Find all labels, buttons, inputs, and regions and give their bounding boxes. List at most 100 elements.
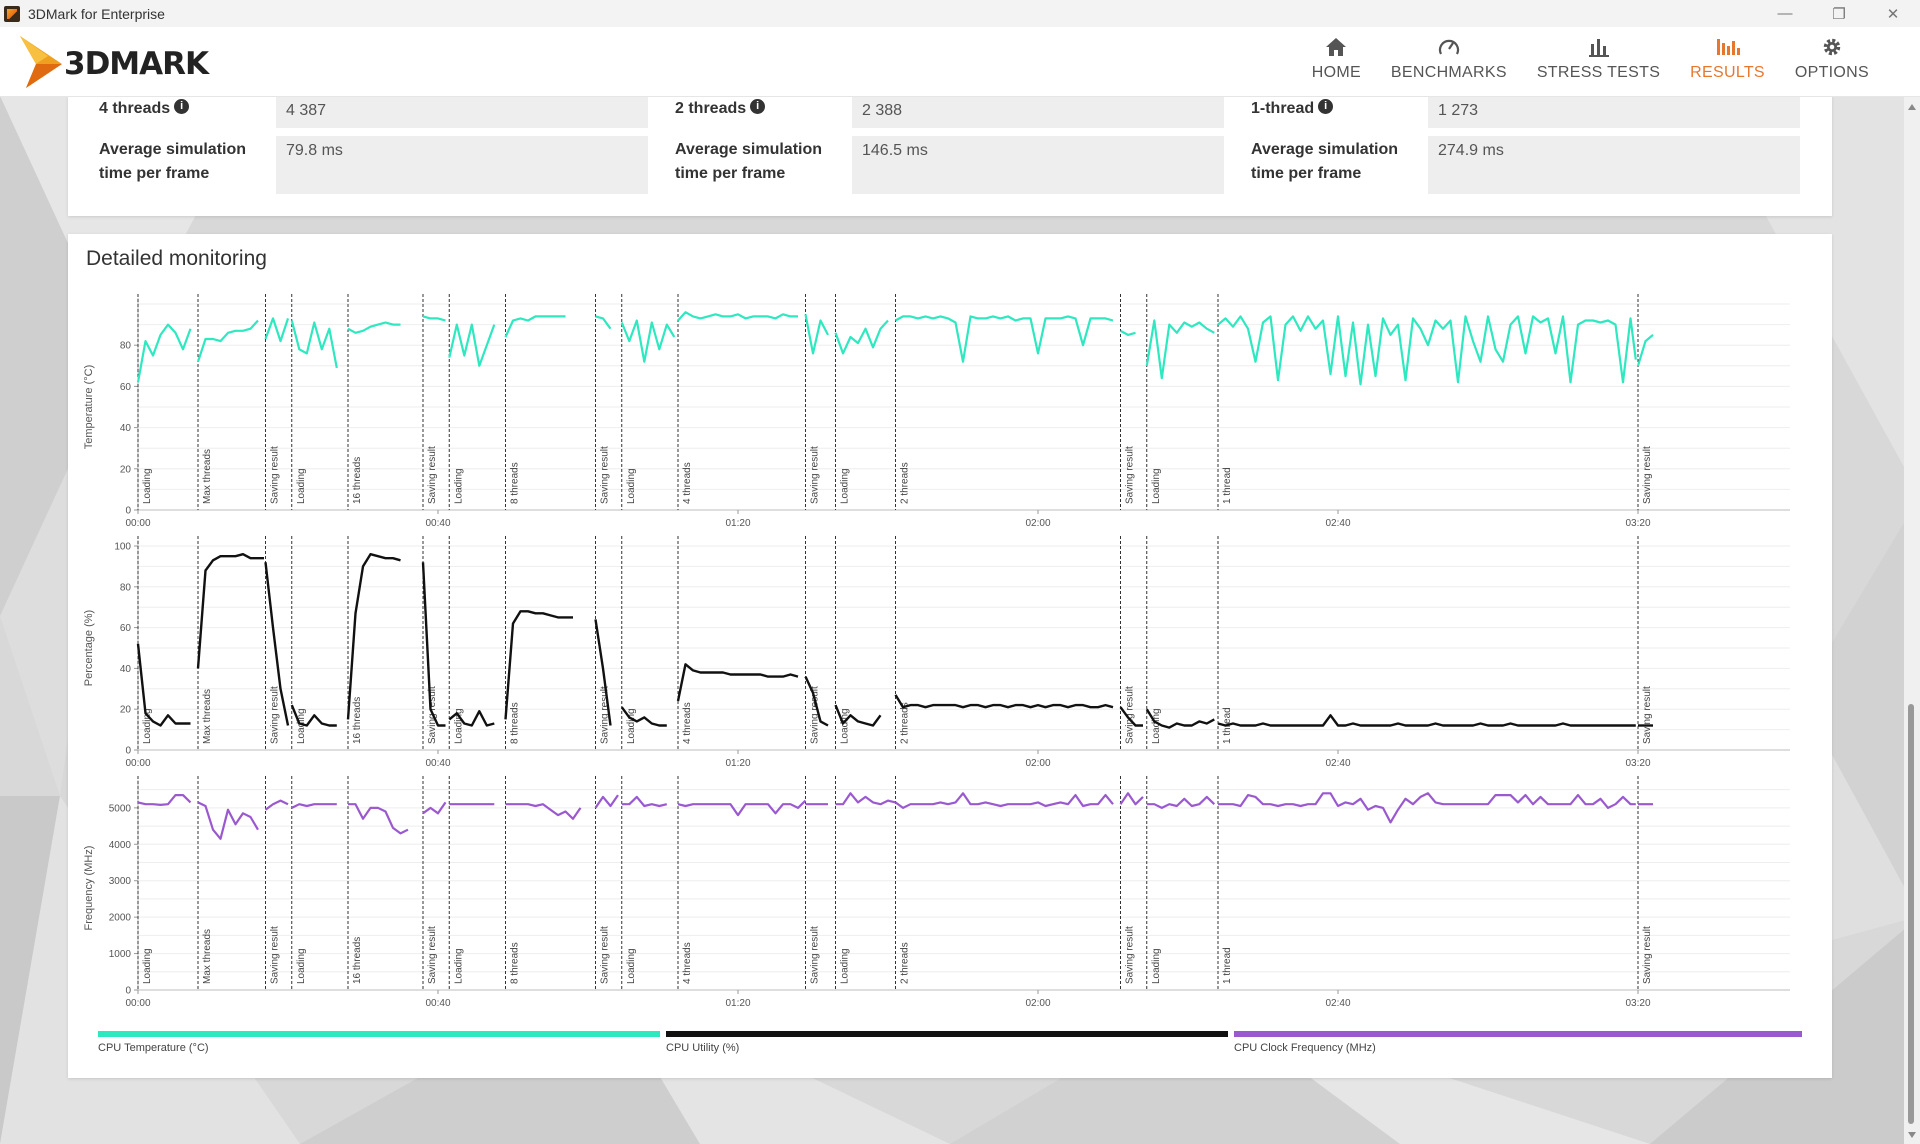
event-marker-label: Loading	[453, 468, 464, 504]
avg-sim-value: 146.5 ms	[852, 136, 1224, 194]
app-header: 3DMARK HOME BENCHMARKS STRESS TESTS	[0, 27, 1920, 97]
event-marker-label: Saving result	[270, 446, 281, 504]
scroll-up-arrow-icon[interactable]	[1908, 104, 1916, 110]
series-line	[1217, 714, 1636, 727]
series-line	[894, 694, 1114, 709]
event-marker-label: Loading	[1151, 708, 1162, 744]
threads-label-text: 4 threads	[99, 100, 171, 117]
nav-results[interactable]: RESULTS	[1675, 27, 1780, 96]
event-marker-label: Loading	[142, 468, 153, 504]
series-line	[804, 314, 829, 355]
close-button[interactable]: ✕	[1886, 5, 1900, 23]
info-icon[interactable]: i	[174, 99, 190, 115]
nav-home[interactable]: HOME	[1297, 27, 1376, 96]
scroll-thumb[interactable]	[1908, 704, 1914, 1124]
series-line	[1119, 706, 1143, 727]
x-tick-label: 01:20	[725, 518, 750, 529]
x-tick-label: 00:40	[425, 998, 450, 1009]
series-line	[448, 710, 495, 727]
x-tick-label: 00:00	[125, 998, 150, 1009]
series-line	[676, 663, 799, 702]
y-tick-label: 3000	[109, 876, 132, 887]
avg-sim-value: 79.8 ms	[276, 136, 648, 194]
event-marker-label: Saving result	[427, 446, 438, 504]
event-marker-label: Max threads	[202, 929, 213, 984]
series-line	[347, 321, 401, 334]
event-marker-label: 1 thread	[1222, 947, 1233, 984]
event-marker-label: 1 thread	[1222, 467, 1233, 504]
panel-title: Detailed monitoring	[86, 247, 267, 270]
event-marker-label: 4 threads	[682, 462, 693, 504]
series-line	[422, 801, 447, 815]
event-marker-label: Saving result	[1125, 926, 1136, 984]
legend-label-utility: CPU Utility (%)	[666, 1042, 740, 1054]
y-tick-label: 40	[120, 423, 132, 434]
score-value: 4 387	[276, 96, 648, 128]
event-marker-label: Saving result	[810, 446, 821, 504]
x-tick-label: 00:40	[425, 758, 450, 769]
series-line	[677, 311, 798, 322]
info-icon[interactable]: i	[750, 99, 766, 115]
y-tick-label: 20	[120, 464, 132, 475]
nav-stress-tests[interactable]: STRESS TESTS	[1522, 27, 1675, 96]
series-line	[1119, 329, 1136, 337]
logo[interactable]: 3DMARK	[18, 32, 209, 92]
legend-label-frequency: CPU Clock Frequency (MHz)	[1234, 1042, 1376, 1054]
nav-stress-tests-label: STRESS TESTS	[1536, 64, 1661, 81]
nav-options[interactable]: OPTIONS	[1780, 27, 1884, 96]
app-icon	[4, 5, 20, 22]
event-marker-label: Loading	[1151, 948, 1162, 984]
series-line	[595, 315, 612, 330]
event-marker-label: Loading	[142, 948, 153, 984]
info-icon[interactable]: i	[1318, 99, 1334, 115]
event-marker-label: Saving result	[270, 926, 281, 984]
event-marker-label: 8 threads	[510, 702, 521, 744]
nav-benchmarks[interactable]: BENCHMARKS	[1376, 27, 1522, 96]
y-axis-label: Frequency (MHz)	[83, 846, 95, 931]
title-bar: 3DMark for Enterprise — ❐ ✕	[0, 0, 1920, 27]
event-marker-label: Saving result	[1642, 446, 1653, 504]
series-line	[1145, 319, 1215, 380]
series-line	[264, 317, 290, 343]
event-marker-label: Saving result	[270, 686, 281, 744]
event-marker-label: Saving result	[810, 686, 821, 744]
y-tick-label: 100	[114, 542, 131, 553]
event-marker-label: 8 threads	[510, 462, 521, 504]
series-line	[594, 619, 612, 726]
series-line	[835, 792, 896, 806]
minimize-button[interactable]: —	[1777, 5, 1793, 22]
series-line	[1218, 792, 1636, 824]
series-line	[196, 319, 259, 363]
event-marker-label: 16 threads	[352, 697, 363, 744]
gear-icon	[1823, 38, 1841, 56]
series-line	[834, 704, 882, 727]
score-value: 1 273	[1428, 96, 1800, 128]
event-marker-label: Max threads	[202, 449, 213, 504]
series-line	[504, 610, 573, 720]
series-line	[348, 803, 409, 835]
series-line	[620, 319, 676, 363]
restore-button[interactable]: ❐	[1832, 5, 1846, 23]
x-tick-label: 01:20	[725, 998, 750, 1009]
legend-bar-temperature	[98, 1031, 660, 1037]
series-line	[346, 553, 401, 720]
results-icon	[1716, 39, 1740, 55]
detailed-monitoring-panel: Detailed monitoring 0 20 40 60 80 Temperature…	[68, 234, 1832, 1078]
scroll-down-arrow-icon[interactable]	[1908, 1132, 1916, 1138]
event-marker-label: Loading	[296, 708, 307, 744]
score-details-panel: 4 threads i 4 387 Average simulation time…	[68, 96, 1832, 216]
x-tick-label: 03:20	[1625, 758, 1650, 769]
y-axis-label: Percentage (%)	[83, 610, 95, 686]
y-tick-label: 60	[120, 382, 132, 393]
legend-label-temperature: CPU Temperature (°C)	[98, 1042, 209, 1054]
threads-label-text: 1-thread	[1251, 100, 1315, 117]
scrollbar[interactable]	[1904, 96, 1920, 1144]
series-line	[804, 676, 829, 727]
series-line	[1146, 795, 1216, 810]
threads-label-text: 2 threads	[675, 100, 747, 117]
event-marker-label: Max threads	[202, 689, 213, 744]
series-line	[894, 792, 1114, 810]
event-marker-label: Loading	[626, 948, 637, 984]
x-tick-label: 01:20	[725, 758, 750, 769]
event-marker-label: Loading	[840, 708, 851, 744]
